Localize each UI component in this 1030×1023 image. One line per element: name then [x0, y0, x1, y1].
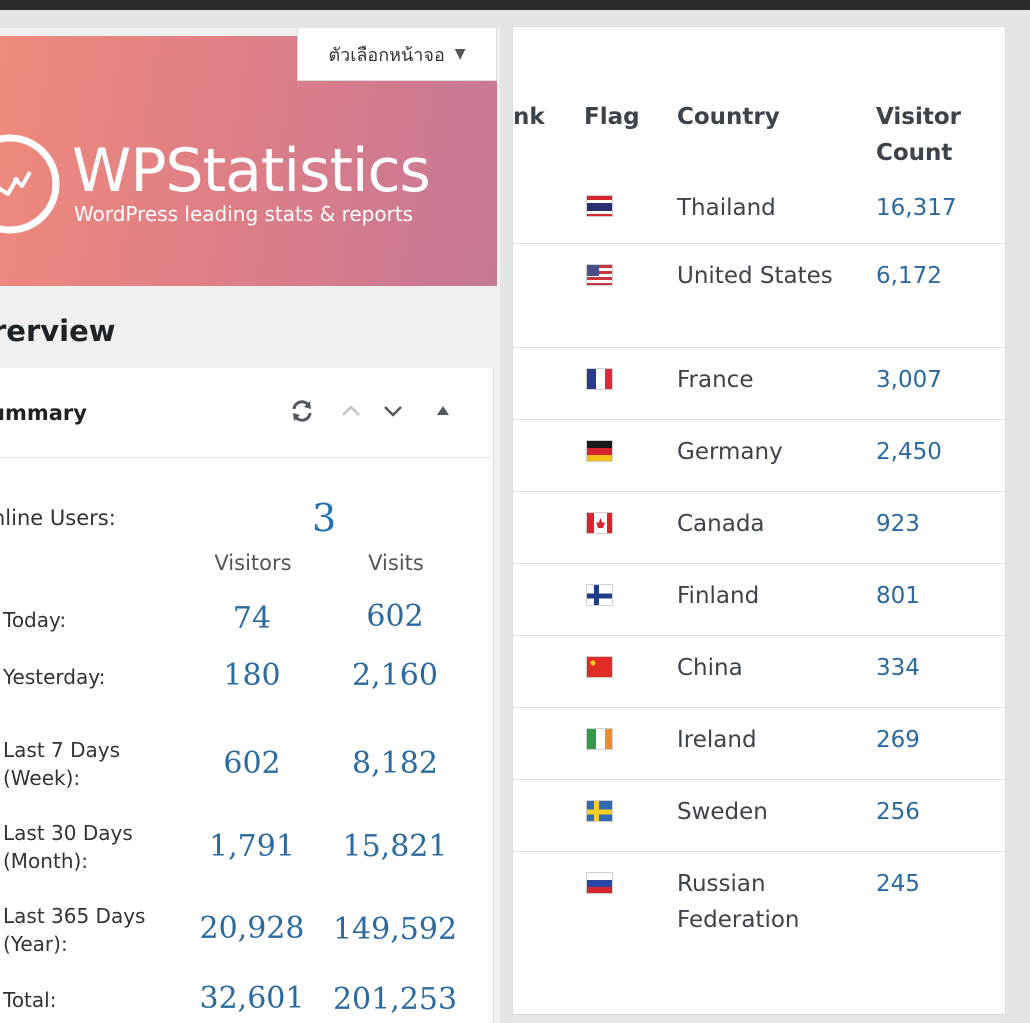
ireland-flag-icon	[586, 728, 613, 750]
stat-label-month: Last 30 Days (Month):	[3, 821, 133, 873]
stat-visitors-yesterday[interactable]: 180	[223, 658, 281, 693]
summary-widget: ummary	[0, 368, 494, 1023]
stat-visits-today[interactable]: 602	[366, 599, 424, 634]
visits-column-header: Visits	[368, 551, 424, 575]
online-users-label: nline Users:	[0, 506, 116, 530]
stat-label-week: Last 7 Days (Week):	[3, 738, 121, 790]
visitor-count[interactable]: 923	[876, 511, 920, 537]
online-users-value[interactable]: 3	[312, 496, 337, 540]
stat-visits-total[interactable]: 201,253	[332, 982, 458, 1017]
stat-label-total: Total:	[3, 988, 57, 1012]
table-row: Finland 801	[513, 563, 1005, 635]
visitor-count-column-header: Visitor Count	[876, 104, 961, 166]
country-name: Germany	[677, 439, 783, 465]
bottom-strip	[512, 1014, 1006, 1023]
united-states-flag-icon	[586, 264, 613, 286]
table-row: Canada 923	[513, 491, 1005, 563]
visitor-count[interactable]: 2,450	[876, 439, 942, 465]
screen: WPStatistics WordPress leading stats & r…	[0, 10, 1030, 1023]
country-name: Finland	[677, 583, 760, 609]
summary-title: ummary	[0, 401, 87, 425]
stat-visitors-year[interactable]: 20,928	[199, 911, 305, 946]
caret-down-icon: ▼	[454, 46, 466, 62]
visitor-count[interactable]: 801	[876, 583, 920, 609]
finland-flag-icon	[586, 584, 613, 606]
stat-visits-yesterday[interactable]: 2,160	[352, 658, 438, 693]
stat-visitors-week[interactable]: 602	[223, 746, 281, 781]
rank-column-header: nk	[513, 104, 545, 130]
wp-statistics-logo-icon	[0, 134, 60, 234]
france-flag-icon	[586, 368, 613, 390]
table-row: France 3,007	[513, 347, 1005, 419]
stat-visits-week[interactable]: 8,182	[352, 746, 438, 781]
thailand-flag-icon	[586, 195, 613, 217]
sweden-flag-icon	[586, 800, 613, 822]
china-flag-icon	[586, 656, 613, 678]
screen-options-label: ตัวเลือกหน้าจอ	[328, 44, 445, 66]
table-row: Russian Federation 245	[513, 851, 1005, 981]
chevron-up-icon[interactable]	[336, 396, 366, 426]
visitor-count[interactable]: 334	[876, 655, 920, 681]
table-row: Sweden 256	[513, 779, 1005, 851]
stat-label-year: Last 365 Days (Year):	[3, 904, 146, 956]
screen-options-button[interactable]: ตัวเลือกหน้าจอ ▼	[297, 28, 497, 81]
triangle-up-icon[interactable]	[428, 396, 458, 426]
top-countries-widget: nk Flag Country Visitor Count Thailand 1…	[512, 26, 1006, 1016]
refresh-icon[interactable]	[287, 396, 317, 426]
stat-visits-month[interactable]: 15,821	[342, 829, 448, 864]
visitor-count[interactable]: 6,172	[876, 263, 942, 289]
table-row: China 334	[513, 635, 1005, 707]
country-name: Russian Federation	[677, 871, 800, 933]
visitor-count[interactable]: 16,317	[876, 195, 957, 221]
visitor-count[interactable]: 269	[876, 727, 920, 753]
visitor-count[interactable]: 3,007	[876, 367, 942, 393]
table-row: United States 6,172	[513, 243, 1005, 347]
canada-flag-icon	[586, 512, 613, 534]
flag-column-header: Flag	[584, 104, 640, 130]
visitors-column-header: Visitors	[214, 551, 292, 575]
stat-visits-year[interactable]: 149,592	[332, 912, 458, 947]
visitor-count[interactable]: 245	[876, 871, 920, 897]
brand-subtitle: WordPress leading stats & reports	[74, 202, 414, 226]
summary-header: ummary	[0, 368, 494, 458]
country-name: China	[677, 655, 743, 681]
stat-visitors-total[interactable]: 32,601	[199, 981, 305, 1016]
left-panel: WPStatistics WordPress leading stats & r…	[0, 28, 500, 1023]
table-row: Thailand 16,317	[513, 177, 1005, 243]
stat-visitors-month[interactable]: 1,791	[209, 829, 295, 864]
country-name: United States	[677, 263, 833, 289]
stat-label-yesterday: Yesterday:	[3, 665, 106, 689]
stat-visitors-today[interactable]: 74	[232, 601, 272, 636]
country-name: Ireland	[677, 727, 757, 753]
country-name: Canada	[677, 511, 765, 537]
country-column-header: Country	[677, 104, 780, 130]
stat-label-today: Today:	[3, 608, 67, 632]
visitor-count[interactable]: 256	[876, 799, 920, 825]
country-name: France	[677, 367, 754, 393]
country-name: Sweden	[677, 799, 768, 825]
brand-title: WPStatistics	[72, 136, 431, 206]
table-row: Ireland 269	[513, 707, 1005, 779]
country-name: Thailand	[677, 195, 776, 221]
russia-flag-icon	[586, 872, 613, 894]
chevron-down-icon[interactable]	[378, 396, 408, 426]
table-row: Germany 2,450	[513, 419, 1005, 491]
germany-flag-icon	[586, 440, 613, 462]
page-title: rerview	[0, 314, 116, 348]
